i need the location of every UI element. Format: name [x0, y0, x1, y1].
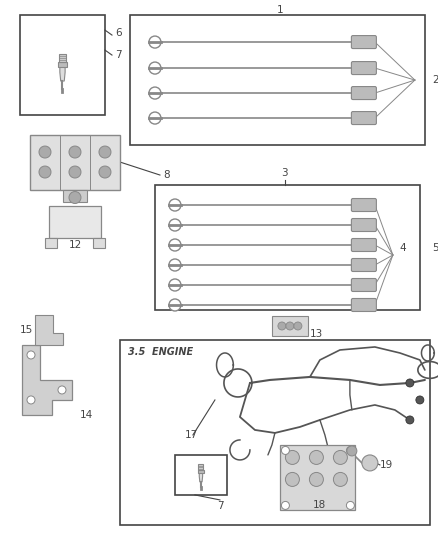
- Text: 7: 7: [216, 501, 223, 511]
- Text: 3: 3: [281, 168, 288, 178]
- Circle shape: [309, 472, 323, 487]
- Circle shape: [346, 502, 353, 510]
- Circle shape: [169, 199, 180, 211]
- Circle shape: [169, 219, 180, 231]
- Text: 7: 7: [115, 50, 121, 60]
- Bar: [155, 185, 419, 310]
- Circle shape: [169, 259, 180, 271]
- FancyBboxPatch shape: [350, 279, 375, 292]
- Circle shape: [346, 446, 356, 456]
- Circle shape: [69, 166, 81, 178]
- Circle shape: [281, 447, 289, 455]
- Circle shape: [285, 472, 299, 487]
- Circle shape: [169, 279, 180, 291]
- Bar: [20, 15, 105, 115]
- Circle shape: [309, 450, 323, 464]
- Circle shape: [99, 146, 111, 158]
- Circle shape: [169, 299, 180, 311]
- Circle shape: [148, 87, 161, 99]
- FancyBboxPatch shape: [350, 111, 375, 125]
- Polygon shape: [35, 315, 63, 345]
- Text: 15: 15: [20, 325, 33, 335]
- Polygon shape: [60, 67, 65, 81]
- Polygon shape: [199, 473, 202, 482]
- Text: 14: 14: [80, 410, 93, 420]
- Text: 8: 8: [162, 170, 169, 180]
- Bar: [130, 15, 424, 145]
- Text: 5: 5: [431, 243, 438, 253]
- Circle shape: [69, 191, 81, 204]
- Text: 13: 13: [309, 329, 322, 339]
- Text: 2: 2: [431, 75, 438, 85]
- Polygon shape: [58, 62, 67, 67]
- Bar: [63, 190, 87, 201]
- Circle shape: [281, 502, 289, 510]
- Circle shape: [361, 455, 377, 471]
- Bar: [271, 316, 307, 336]
- Circle shape: [39, 166, 51, 178]
- FancyBboxPatch shape: [350, 36, 375, 49]
- FancyBboxPatch shape: [350, 298, 375, 311]
- Text: 18: 18: [313, 500, 326, 510]
- Circle shape: [27, 396, 35, 404]
- Circle shape: [285, 450, 299, 464]
- Circle shape: [332, 450, 346, 464]
- Circle shape: [293, 322, 301, 330]
- Circle shape: [332, 472, 346, 487]
- Circle shape: [148, 36, 161, 48]
- Circle shape: [58, 386, 66, 394]
- Text: 1: 1: [276, 5, 283, 15]
- Bar: [45, 238, 57, 248]
- Bar: [175, 455, 226, 495]
- Text: 3.5  ENGINE: 3.5 ENGINE: [127, 347, 193, 357]
- FancyBboxPatch shape: [350, 238, 375, 252]
- Bar: [58, 54, 66, 62]
- Circle shape: [169, 239, 180, 251]
- Circle shape: [285, 322, 293, 330]
- Bar: [30, 134, 120, 190]
- Circle shape: [148, 62, 161, 74]
- Bar: [198, 464, 203, 470]
- Circle shape: [415, 396, 423, 404]
- Text: 17: 17: [184, 430, 198, 440]
- Circle shape: [99, 166, 111, 178]
- Polygon shape: [198, 470, 203, 473]
- FancyBboxPatch shape: [350, 62, 375, 75]
- Bar: [93, 238, 105, 248]
- FancyBboxPatch shape: [350, 198, 375, 212]
- Circle shape: [27, 351, 35, 359]
- Text: 4: 4: [399, 243, 406, 253]
- Text: 12: 12: [68, 240, 81, 250]
- Bar: [120, 340, 429, 525]
- Text: 19: 19: [379, 460, 392, 470]
- Circle shape: [405, 379, 413, 387]
- Circle shape: [277, 322, 285, 330]
- Bar: [280, 446, 355, 511]
- Polygon shape: [22, 345, 72, 415]
- FancyBboxPatch shape: [350, 86, 375, 100]
- FancyBboxPatch shape: [350, 219, 375, 231]
- Bar: [49, 206, 101, 238]
- Circle shape: [405, 416, 413, 424]
- Text: 6: 6: [115, 28, 121, 38]
- Circle shape: [148, 112, 161, 124]
- Circle shape: [69, 146, 81, 158]
- Circle shape: [39, 146, 51, 158]
- FancyBboxPatch shape: [350, 259, 375, 271]
- Circle shape: [346, 447, 353, 455]
